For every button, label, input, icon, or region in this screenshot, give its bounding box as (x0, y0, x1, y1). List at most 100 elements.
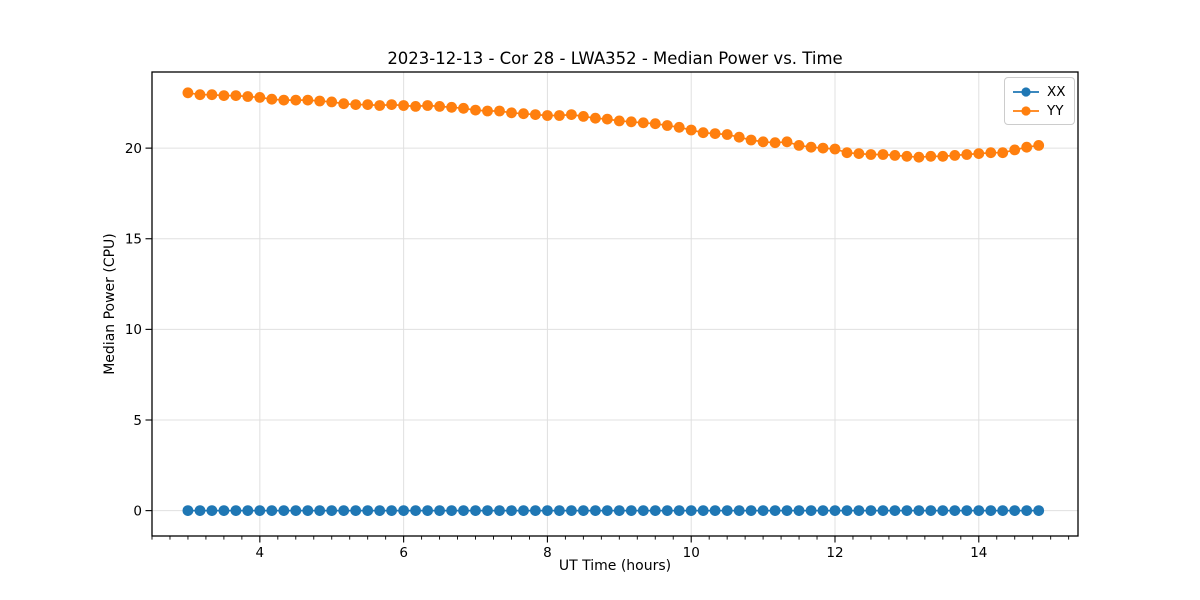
data-point-YY (458, 102, 469, 114)
data-point-XX (494, 505, 505, 516)
data-point-YY (422, 100, 433, 111)
data-point-YY (350, 99, 362, 110)
data-point-XX (613, 505, 625, 516)
axes-frame (151, 71, 1079, 537)
data-point-YY (793, 140, 805, 151)
data-point-YY (1033, 140, 1045, 151)
data-point-YY (997, 147, 1009, 159)
data-point-XX (961, 505, 973, 516)
data-point-YY (865, 149, 877, 160)
data-point-YY (590, 112, 601, 124)
data-point-XX (386, 505, 397, 516)
data-point-XX (578, 505, 589, 516)
data-point-XX (422, 505, 433, 516)
data-point-XX (853, 505, 865, 516)
data-point-XX (290, 505, 302, 516)
data-point-YY (973, 148, 985, 160)
data-point-XX (542, 505, 553, 516)
data-point-XX (637, 505, 649, 516)
data-point-YY (709, 128, 721, 140)
data-point-XX (745, 505, 757, 516)
legend-item-xx: XX (1012, 82, 1066, 101)
data-point-YY (805, 141, 817, 153)
data-point-YY (625, 116, 637, 128)
data-point-YY (817, 142, 829, 154)
data-point-XX (877, 505, 889, 516)
data-point-XX (1033, 505, 1045, 516)
line-marker-icon (1013, 86, 1039, 97)
data-point-YY (877, 149, 889, 160)
data-point-XX (230, 505, 242, 516)
data-point-YY (769, 137, 781, 149)
data-point-YY (925, 150, 937, 162)
data-point-XX (769, 505, 781, 516)
data-point-XX (458, 505, 469, 516)
data-point-YY (566, 109, 577, 120)
data-point-YY (781, 136, 793, 148)
chart-title: 2023-12-13 - Cor 28 - LWA352 - Median Po… (387, 49, 843, 68)
series-XX (182, 505, 1045, 516)
legend-item-yy: YY (1012, 101, 1066, 120)
data-point-YY (913, 151, 925, 163)
data-point-XX (733, 505, 745, 516)
data-point-YY (494, 105, 505, 117)
data-point-XX (398, 505, 409, 516)
y-tick-label: 0 (133, 503, 142, 519)
data-point-YY (410, 101, 421, 112)
data-point-XX (805, 505, 817, 516)
data-point-XX (757, 505, 769, 516)
data-point-XX (326, 505, 338, 516)
data-point-YY (578, 111, 589, 122)
data-point-YY (1009, 144, 1021, 156)
data-point-YY (721, 129, 733, 140)
data-point-XX (817, 505, 829, 516)
data-point-YY (637, 117, 649, 129)
legend-label-xx: XX (1047, 83, 1066, 100)
data-point-YY (673, 121, 685, 133)
data-point-YY (278, 94, 290, 106)
data-point-YY (661, 120, 673, 131)
data-point-XX (242, 505, 254, 516)
data-point-XX (350, 505, 362, 516)
data-point-XX (865, 505, 877, 516)
data-point-XX (793, 505, 805, 516)
data-point-YY (482, 105, 493, 117)
data-point-YY (314, 95, 326, 107)
data-point-YY (1021, 141, 1033, 153)
data-point-XX (254, 505, 266, 516)
data-point-YY (290, 94, 302, 106)
data-point-XX (410, 505, 421, 516)
data-point-XX (278, 505, 290, 516)
data-point-XX (949, 505, 961, 516)
data-point-YY (230, 90, 242, 101)
data-point-XX (889, 505, 901, 516)
data-point-XX (625, 505, 637, 516)
x-axis-label: UT Time (hours) (558, 558, 672, 574)
data-point-YY (398, 100, 409, 111)
data-point-XX (649, 505, 661, 516)
data-point-XX (434, 505, 445, 516)
data-point-XX (661, 505, 673, 516)
data-point-YY (697, 127, 709, 139)
data-point-XX (590, 505, 601, 516)
data-point-YY (338, 98, 350, 110)
gridlines (152, 72, 1078, 536)
data-point-XX (601, 505, 613, 516)
data-point-YY (470, 104, 481, 116)
data-point-YY (841, 147, 853, 159)
data-point-XX (554, 505, 565, 516)
data-point-YY (985, 147, 997, 159)
data-point-YY (242, 91, 254, 102)
y-tick-label: 10 (125, 322, 142, 338)
y-major-ticks: 0 5 10 15 20 (125, 141, 152, 519)
data-point-YY (206, 89, 218, 101)
x-tick-label: 4 (256, 545, 265, 561)
data-point-YY (542, 110, 553, 121)
data-point-XX (314, 505, 326, 516)
y-tick-label: 20 (125, 141, 142, 157)
data-point-XX (1021, 505, 1033, 516)
data-point-XX (925, 505, 937, 516)
x-tick-label: 10 (683, 545, 700, 561)
data-point-XX (673, 505, 685, 516)
